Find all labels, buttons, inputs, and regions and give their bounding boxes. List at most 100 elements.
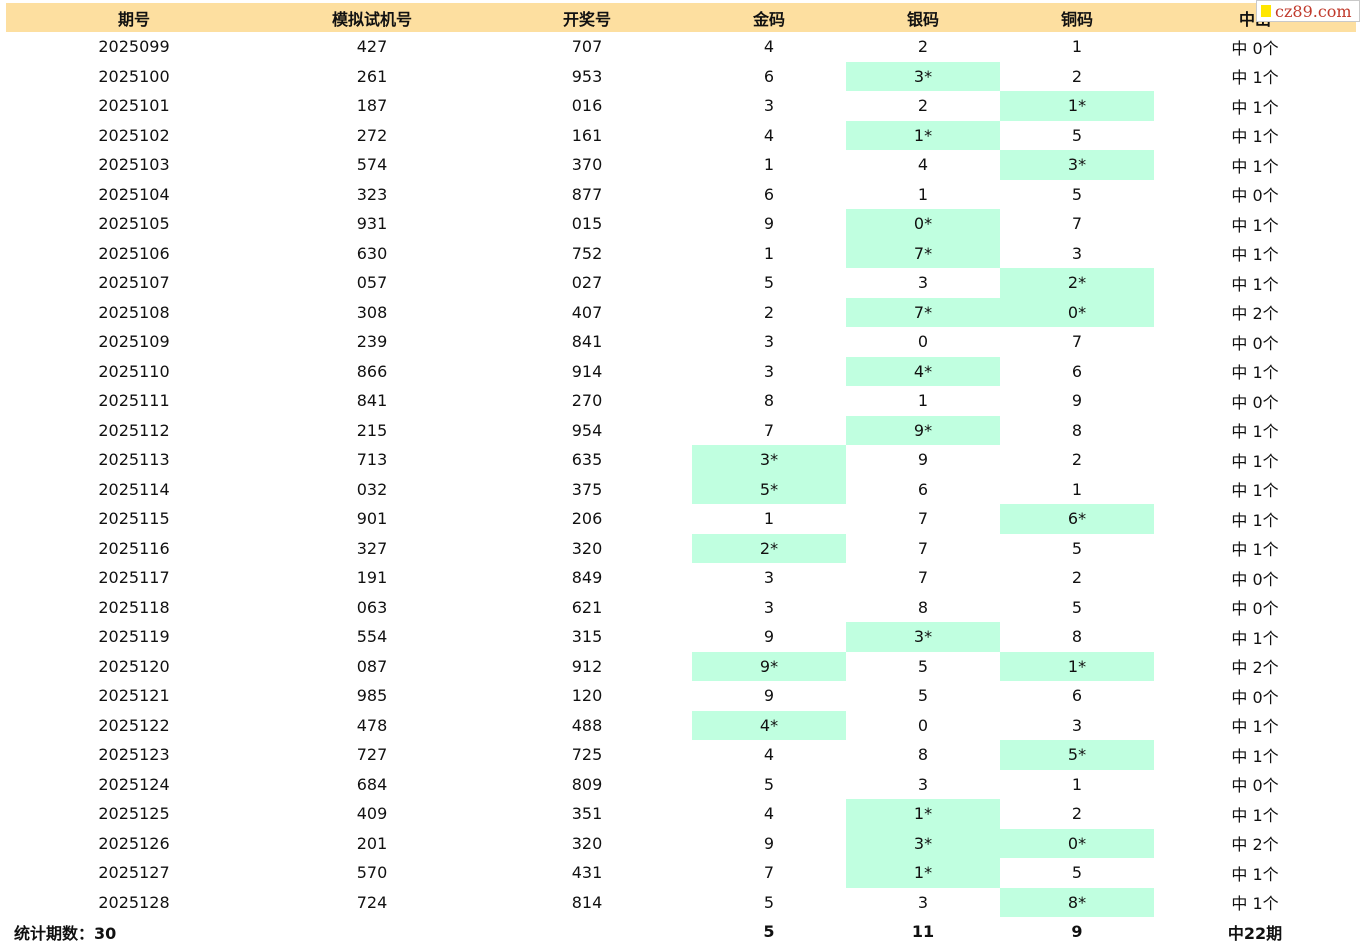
table-row: 2025104 323 877 6 1 5 中 0个 [6, 180, 1356, 210]
watermark-badge: cz89.com [1256, 0, 1360, 22]
cell-period: 2025125 [98, 804, 170, 824]
cell-period: 2025104 [98, 184, 170, 204]
cell-period: 2025101 [98, 96, 170, 116]
footer-count-label: 统计期数：30 [14, 923, 117, 943]
cell-sim: 327 [356, 538, 388, 558]
cell-bronze: 1* [1000, 91, 1154, 121]
cell-gold: 8 [763, 391, 775, 411]
cell-period: 2025115 [98, 509, 170, 529]
cell-period: 2025105 [98, 214, 170, 234]
cell-gold: 6 [763, 66, 775, 86]
header-bronze: 铜码 [1000, 3, 1154, 32]
cell-sim: 215 [356, 420, 388, 440]
cell-bronze: 3* [1000, 150, 1154, 180]
cell-draw: 841 [571, 332, 603, 352]
cell-bronze: 7 [1071, 332, 1083, 352]
table-row: 2025122 478 488 4* 0 3 中 1个 [6, 710, 1356, 740]
cell-sim: 574 [356, 155, 388, 175]
cell-hits: 中 1个 [1231, 363, 1279, 383]
cell-bronze: 5* [1000, 740, 1154, 770]
cell-bronze: 8 [1071, 627, 1083, 647]
cell-draw: 407 [571, 302, 603, 322]
cell-sim: 713 [356, 450, 388, 470]
cell-gold: 3 [763, 96, 775, 116]
cell-gold: 5 [763, 892, 775, 912]
cell-bronze: 1 [1071, 774, 1083, 794]
table-row: 2025105 931 015 9 0* 7 中 1个 [6, 209, 1356, 239]
cell-period: 2025118 [98, 597, 170, 617]
cell-bronze: 5 [1071, 184, 1083, 204]
header-silver: 银码 [846, 3, 1000, 32]
cell-hits: 中 0个 [1231, 776, 1279, 796]
cell-period: 2025116 [98, 538, 170, 558]
table-row: 2025128 724 814 5 3 8* 中 1个 [6, 887, 1356, 917]
cell-silver: 5 [917, 656, 929, 676]
cell-draw: 488 [571, 715, 603, 735]
cell-bronze: 2 [1071, 450, 1083, 470]
cell-hits: 中 1个 [1231, 215, 1279, 235]
cell-sim: 841 [356, 391, 388, 411]
cell-period: 2025112 [98, 420, 170, 440]
cell-period: 2025109 [98, 332, 170, 352]
cell-period: 2025126 [98, 833, 170, 853]
footer-empty [262, 917, 482, 946]
cell-hits: 中 1个 [1231, 156, 1279, 176]
cell-silver: 1* [846, 858, 1000, 888]
cell-bronze: 8* [1000, 887, 1154, 917]
cell-sim: 684 [356, 774, 388, 794]
cell-draw: 315 [571, 627, 603, 647]
cell-silver: 4* [846, 356, 1000, 386]
cell-hits: 中 1个 [1231, 628, 1279, 648]
table-row: 2025126 201 320 9 3* 0* 中 2个 [6, 828, 1356, 858]
cell-sim: 063 [356, 597, 388, 617]
footer-empty [482, 917, 692, 946]
cell-hits: 中 1个 [1231, 864, 1279, 884]
table-row: 2025102 272 161 4 1* 5 中 1个 [6, 120, 1356, 150]
cell-hits: 中 1个 [1231, 127, 1279, 147]
header-draw-number: 开奖号 [482, 3, 692, 32]
cell-draw: 725 [571, 745, 603, 765]
cell-hits: 中 0个 [1231, 38, 1279, 58]
cell-draw: 015 [571, 214, 603, 234]
cell-gold: 3* [692, 445, 846, 475]
cell-period: 2025106 [98, 243, 170, 263]
cell-sim: 554 [356, 627, 388, 647]
table-row: 2025107 057 027 5 3 2* 中 1个 [6, 268, 1356, 298]
cell-gold: 9 [763, 627, 775, 647]
cell-period: 2025108 [98, 302, 170, 322]
table-row: 2025108 308 407 2 7* 0* 中 2个 [6, 297, 1356, 327]
footer-silver-total: 11 [911, 922, 935, 941]
cell-draw: 270 [571, 391, 603, 411]
cell-gold: 2 [763, 302, 775, 322]
cell-draw: 912 [571, 656, 603, 676]
cell-silver: 6 [917, 479, 929, 499]
cell-gold: 3 [763, 361, 775, 381]
cell-silver: 3 [917, 273, 929, 293]
table-row: 2025123 727 725 4 8 5* 中 1个 [6, 740, 1356, 770]
cell-silver: 3* [846, 61, 1000, 91]
cell-bronze: 0* [1000, 828, 1154, 858]
cell-bronze: 5 [1071, 125, 1083, 145]
cell-draw: 621 [571, 597, 603, 617]
cell-sim: 931 [356, 214, 388, 234]
cell-hits: 中 1个 [1231, 245, 1279, 265]
cell-gold: 5 [763, 273, 775, 293]
footer-row: 统计期数：30 5 11 9 中22期 [6, 917, 1356, 946]
cell-bronze: 6* [1000, 504, 1154, 534]
table-row: 2025124 684 809 5 3 1 中 0个 [6, 770, 1356, 800]
cell-hits: 中 0个 [1231, 569, 1279, 589]
cell-bronze: 6 [1071, 686, 1083, 706]
cell-bronze: 7 [1071, 214, 1083, 234]
footer-bronze-total: 9 [1071, 922, 1083, 941]
footer-hits-total: 中22期 [1227, 923, 1283, 943]
cell-bronze: 1 [1071, 479, 1083, 499]
cell-gold: 9 [763, 686, 775, 706]
cell-bronze: 5 [1071, 863, 1083, 883]
cell-sim: 057 [356, 273, 388, 293]
cell-period: 2025107 [98, 273, 170, 293]
cell-hits: 中 1个 [1231, 422, 1279, 442]
cell-draw: 027 [571, 273, 603, 293]
cell-hits: 中 1个 [1231, 481, 1279, 501]
cell-gold: 4 [763, 745, 775, 765]
cell-draw: 320 [571, 833, 603, 853]
